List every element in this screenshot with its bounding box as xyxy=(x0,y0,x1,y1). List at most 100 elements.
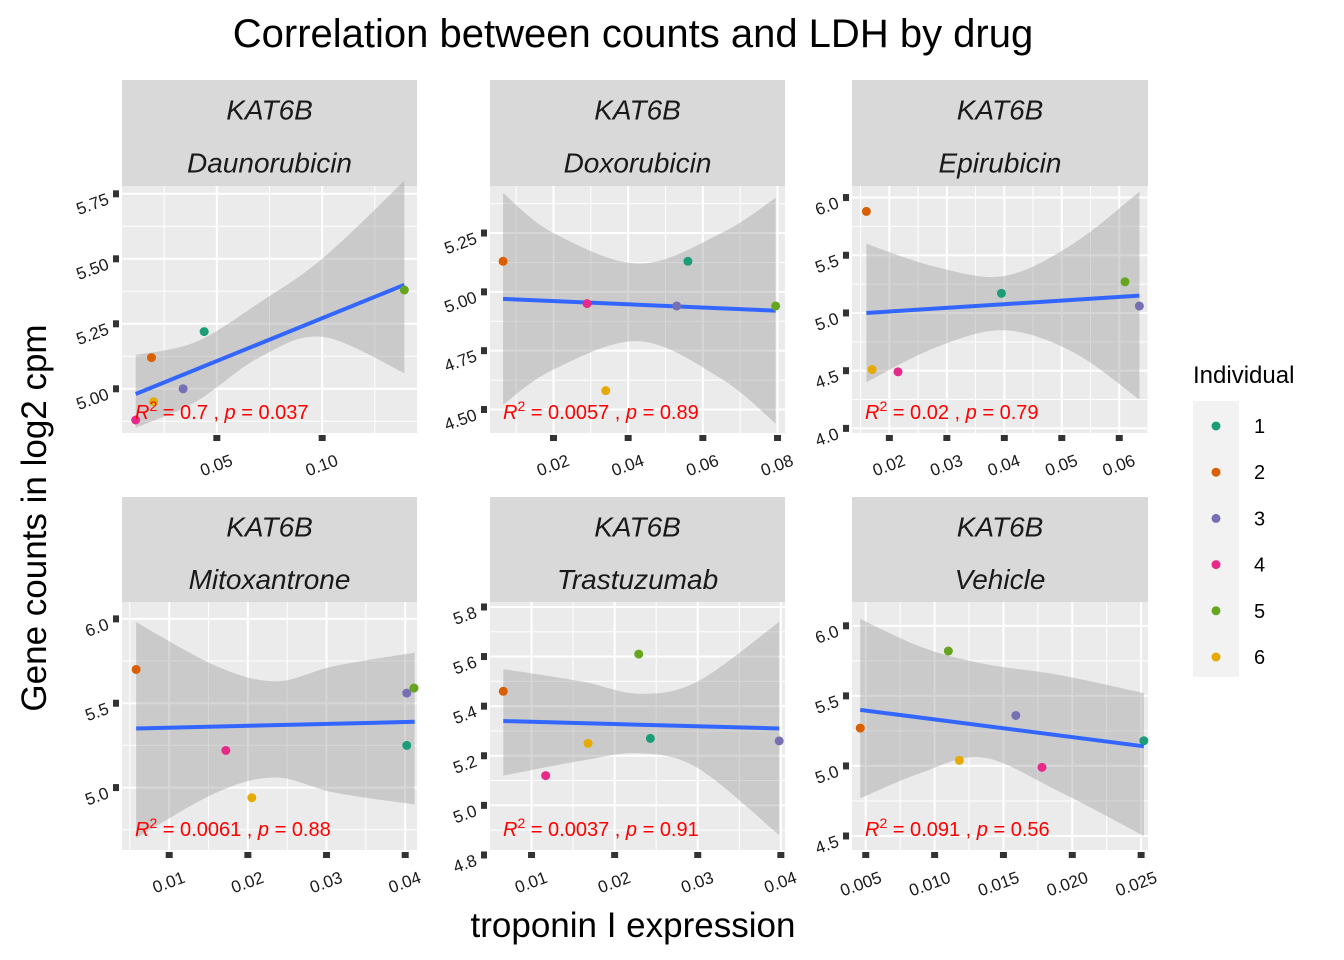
stat-r-symbol: R xyxy=(865,402,879,424)
y-tick-label: 5.0 xyxy=(83,783,112,809)
stat-sep: , xyxy=(208,402,225,424)
stat-eq: = xyxy=(525,402,548,424)
facet-strip xyxy=(122,497,417,602)
stat-sep: , xyxy=(609,402,626,424)
x-tick-mark xyxy=(549,435,557,441)
legend-label-1: 1 xyxy=(1254,416,1265,438)
y-tick-mark xyxy=(843,692,849,700)
stat-sep: , xyxy=(241,819,258,841)
stat-eq: = xyxy=(637,402,660,424)
x-tick-label: 0.06 xyxy=(684,451,722,480)
x-tick-label: 0.10 xyxy=(303,451,341,480)
stat-p-symbol: p xyxy=(976,819,988,841)
strip-drug-label: Trastuzumab xyxy=(557,564,718,595)
y-axis-title: Gene counts in log2 cpm xyxy=(15,324,54,711)
stat-annotation: R2 = 0.0037 , p = 0.91 xyxy=(503,815,699,841)
x-tick-mark xyxy=(318,435,326,441)
stat-r2-value: 0.7 xyxy=(180,402,208,424)
stat-eq: = xyxy=(637,819,660,841)
plot-content: R2 = 0.7 , p = 0.037 xyxy=(131,180,409,428)
data-point-individual-4 xyxy=(221,745,231,755)
data-point-individual-1 xyxy=(996,288,1006,298)
stat-sep: , xyxy=(949,402,966,424)
data-point-individual-5 xyxy=(771,301,781,311)
x-axis-title: troponin I expression xyxy=(471,906,796,945)
data-point-individual-1 xyxy=(199,327,209,337)
x-tick-label: 0.020 xyxy=(1044,868,1090,900)
data-point-individual-1 xyxy=(402,740,412,750)
y-tick-label: 4.0 xyxy=(813,424,842,450)
x-tick-mark xyxy=(1068,852,1076,858)
stat-eq: = xyxy=(269,819,292,841)
y-tick-mark xyxy=(843,832,849,840)
x-tick-mark xyxy=(165,852,173,858)
stat-annotation: R2 = 0.091 , p = 0.56 xyxy=(865,815,1050,841)
legend-title: Individual xyxy=(1193,362,1294,389)
x-tick-label: 0.010 xyxy=(906,868,952,900)
legend-label-3: 3 xyxy=(1254,508,1265,530)
data-point-individual-5 xyxy=(399,285,409,295)
y-tick-mark xyxy=(481,801,487,809)
y-tick-mark xyxy=(113,190,119,198)
data-point-individual-2 xyxy=(861,206,871,216)
confidence-band xyxy=(503,621,780,836)
stat-r2-value: 0.0037 xyxy=(548,819,609,841)
y-tick-mark xyxy=(843,194,849,202)
data-point-individual-3 xyxy=(178,384,188,394)
legend-key-2 xyxy=(1211,467,1221,477)
stat-p-value: 0.037 xyxy=(258,402,308,424)
y-tick-mark xyxy=(481,347,487,355)
stat-p-symbol: p xyxy=(257,819,269,841)
legend-label-2: 2 xyxy=(1254,462,1265,484)
stat-p-value: 0.91 xyxy=(660,819,699,841)
y-tick-label: 5.0 xyxy=(813,309,842,335)
confidence-band xyxy=(503,193,776,424)
x-tick-mark xyxy=(699,435,707,441)
strip-gene-label: KAT6B xyxy=(957,511,1044,542)
strip-gene-label: KAT6B xyxy=(226,511,313,542)
y-tick-label: 6.0 xyxy=(813,193,842,219)
x-tick-label: 0.02 xyxy=(534,451,572,480)
plot-content: R2 = 0.091 , p = 0.56 xyxy=(855,618,1149,841)
legend-key-1 xyxy=(1211,421,1221,431)
y-tick-label: 5.5 xyxy=(813,692,842,718)
legend-label-4: 4 xyxy=(1254,555,1265,577)
x-tick-label: 0.04 xyxy=(386,868,424,897)
stat-eq: = xyxy=(977,402,1000,424)
plot-content: R2 = 0.0037 , p = 0.91 xyxy=(498,621,784,841)
legend: Individual 1 2 3 4 5 6 xyxy=(1193,362,1294,677)
x-tick-mark xyxy=(611,852,619,858)
data-point-individual-2 xyxy=(131,664,141,674)
regression-line xyxy=(866,293,1140,315)
data-point-individual-6 xyxy=(247,793,257,803)
stat-r2-value: 0.0057 xyxy=(548,402,609,424)
strip-drug-label: Epirubicin xyxy=(939,148,1062,179)
x-tick-mark xyxy=(943,435,951,441)
data-point-individual-6 xyxy=(954,755,964,765)
y-tick-mark xyxy=(843,309,849,317)
data-point-individual-5 xyxy=(634,649,644,659)
y-tick-label: 5.4 xyxy=(451,702,480,728)
stat-eq: = xyxy=(236,402,259,424)
data-point-individual-3 xyxy=(774,736,784,746)
x-tick-mark xyxy=(528,852,536,858)
y-tick-mark xyxy=(843,367,849,375)
legend-label-5: 5 xyxy=(1254,601,1265,623)
data-point-individual-3 xyxy=(402,688,412,698)
x-tick-label: 0.015 xyxy=(975,868,1021,900)
data-point-individual-1 xyxy=(1139,736,1149,746)
data-point-individual-6 xyxy=(149,397,159,407)
regression-line xyxy=(860,707,1145,749)
x-tick-mark xyxy=(885,435,893,441)
y-tick-mark xyxy=(113,385,119,393)
stat-sep: , xyxy=(960,819,977,841)
chart-title: Correlation between counts and LDH by dr… xyxy=(233,12,1033,56)
x-tick-mark xyxy=(777,852,785,858)
x-tick-mark xyxy=(694,852,702,858)
x-tick-label: 0.08 xyxy=(758,451,796,480)
data-point-individual-4 xyxy=(582,299,592,309)
stat-p-value: 0.89 xyxy=(660,402,699,424)
x-tick-mark xyxy=(1115,435,1123,441)
data-point-individual-3 xyxy=(1011,710,1021,720)
stat-r-superscript: 2 xyxy=(517,815,525,831)
